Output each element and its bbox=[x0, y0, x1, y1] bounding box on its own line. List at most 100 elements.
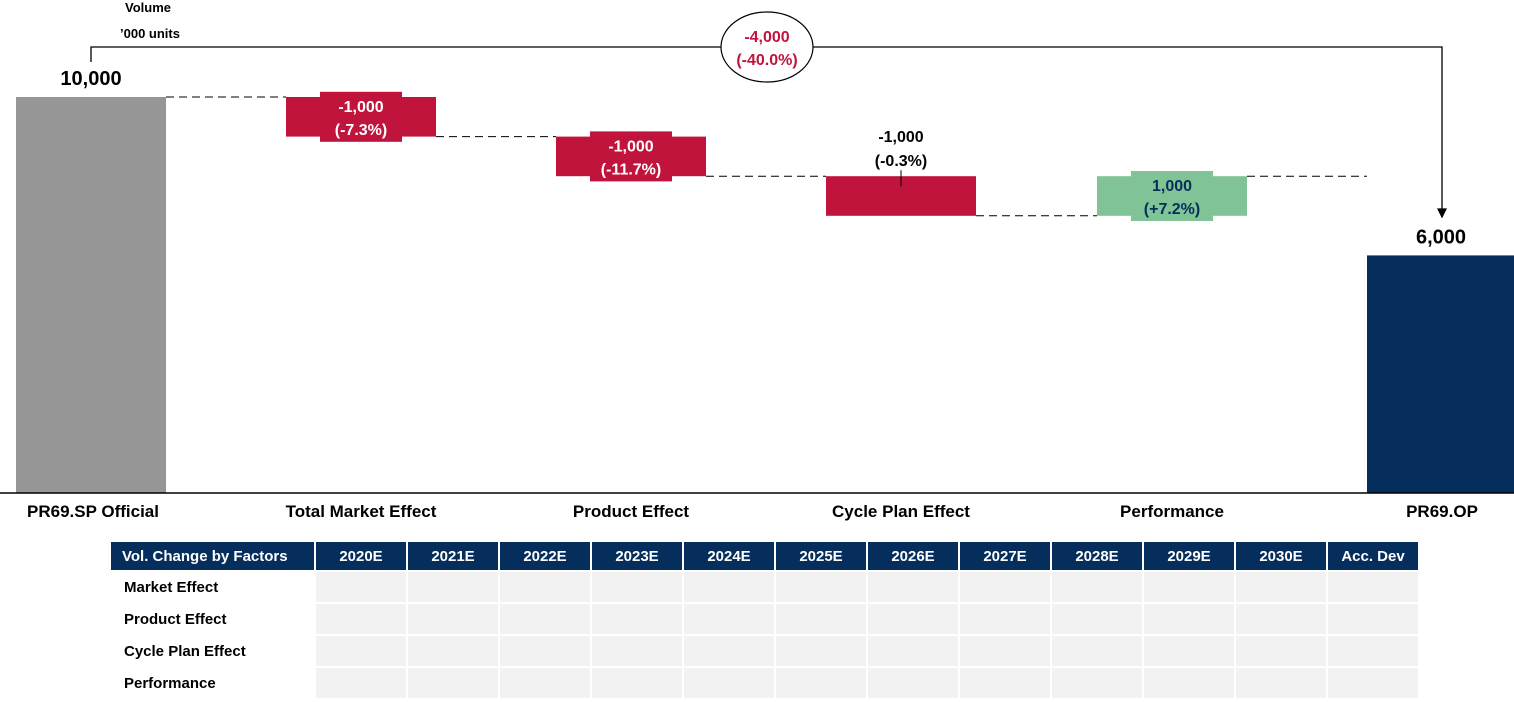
table-cell bbox=[1052, 668, 1142, 698]
table-row: Performance bbox=[111, 668, 1418, 698]
table-cell bbox=[960, 572, 1050, 602]
table-cell bbox=[1144, 668, 1234, 698]
table-cell bbox=[1052, 572, 1142, 602]
table-cell bbox=[316, 604, 406, 634]
table-cell bbox=[592, 572, 682, 602]
waterfall-chart: Volume ’000 units 10,000 -1,000 (-7.3%) -1,… bbox=[0, 0, 1514, 521]
table-header-factor: Vol. Change by Factors bbox=[111, 542, 314, 570]
total-value-label-5: 6,000 bbox=[1416, 226, 1466, 248]
table-header-2025: 2025E bbox=[776, 542, 866, 570]
delta-label-box-1 bbox=[320, 91, 402, 142]
table-cell bbox=[1144, 604, 1234, 634]
table-cell bbox=[684, 604, 774, 634]
table-cell bbox=[868, 604, 958, 634]
bars-group bbox=[16, 97, 1514, 493]
volume-change-table: Vol. Change by Factors 2020E 2021E 2022E… bbox=[109, 540, 1420, 700]
table-cell bbox=[1144, 636, 1234, 666]
labels-group: 10,000 -1,000 (-7.3%) -1,000 (-11.7%) -1,000 (… bbox=[60, 68, 1466, 248]
table-header-2020: 2020E bbox=[316, 542, 406, 570]
table-cell bbox=[408, 572, 498, 602]
table-header-2027: 2027E bbox=[960, 542, 1050, 570]
table-cell bbox=[960, 604, 1050, 634]
table-cell bbox=[1328, 604, 1418, 634]
table-row: Cycle Plan Effect bbox=[111, 636, 1418, 666]
table-cell bbox=[960, 636, 1050, 666]
table-header-2022: 2022E bbox=[500, 542, 590, 570]
table-header-2024: 2024E bbox=[684, 542, 774, 570]
delta-pct-label-1: (-7.3%) bbox=[335, 122, 387, 139]
total-change-value: -4,000 bbox=[744, 29, 789, 46]
total-change-arrow: -4,000 (-40.0%) bbox=[90, 11, 1447, 219]
table-row: Market Effect bbox=[111, 572, 1418, 602]
table-cell bbox=[684, 668, 774, 698]
x-tick-label-2: Product Effect bbox=[573, 502, 690, 521]
table-cell bbox=[1236, 572, 1326, 602]
total-value-label-0: 10,000 bbox=[60, 68, 121, 90]
table-cell bbox=[1144, 572, 1234, 602]
table-header-2028: 2028E bbox=[1052, 542, 1142, 570]
x-tick-labels: PR69.SP Official Total Market Effect Produ… bbox=[27, 502, 1478, 521]
x-tick-label-0: PR69.SP Official bbox=[27, 502, 159, 521]
table-cell bbox=[868, 636, 958, 666]
x-tick-label-1: Total Market Effect bbox=[286, 502, 437, 521]
bar-0 bbox=[16, 97, 166, 493]
table-header-2026: 2026E bbox=[868, 542, 958, 570]
table-header-2023: 2023E bbox=[592, 542, 682, 570]
delta-value-label-2: -1,000 bbox=[608, 138, 653, 155]
table-row-label: Product Effect bbox=[111, 604, 314, 634]
total-change-pct: (-40.0%) bbox=[736, 52, 797, 69]
table-header-acc-dev: Acc. Dev bbox=[1328, 542, 1418, 570]
x-tick-label-3: Cycle Plan Effect bbox=[832, 502, 970, 521]
table-cell bbox=[868, 668, 958, 698]
connector-lines bbox=[166, 96, 1367, 217]
table-cell bbox=[408, 668, 498, 698]
table-cell bbox=[1236, 668, 1326, 698]
table-cell bbox=[316, 636, 406, 666]
table-cell bbox=[500, 668, 590, 698]
table-header-2030: 2030E bbox=[1236, 542, 1326, 570]
table-cell bbox=[408, 636, 498, 666]
table-cell bbox=[1052, 604, 1142, 634]
delta-value-label-3: -1,000 bbox=[878, 129, 923, 146]
table-cell bbox=[500, 572, 590, 602]
table-row: Product Effect bbox=[111, 604, 1418, 634]
table-cell bbox=[684, 636, 774, 666]
table-cell bbox=[1328, 572, 1418, 602]
table-cell bbox=[684, 572, 774, 602]
table-header-row: Vol. Change by Factors 2020E 2021E 2022E… bbox=[111, 542, 1418, 570]
delta-label-box-2 bbox=[590, 131, 672, 182]
delta-pct-label-2: (-11.7%) bbox=[601, 161, 661, 178]
table-cell bbox=[960, 668, 1050, 698]
delta-label-box-4 bbox=[1131, 171, 1213, 221]
delta-pct-label-3: (-0.3%) bbox=[875, 153, 927, 170]
delta-pct-label-4: (+7.2%) bbox=[1144, 201, 1200, 218]
total-change-arrowhead bbox=[1437, 208, 1447, 219]
table-cell bbox=[776, 572, 866, 602]
table-row-label: Performance bbox=[111, 668, 314, 698]
bar-5 bbox=[1367, 255, 1514, 493]
table-cell bbox=[1328, 636, 1418, 666]
y-axis-title: Volume bbox=[125, 0, 171, 15]
table-cell bbox=[592, 604, 682, 634]
table-cell bbox=[316, 572, 406, 602]
table-cell bbox=[868, 572, 958, 602]
table-cell bbox=[776, 668, 866, 698]
x-tick-label-4: Performance bbox=[1120, 502, 1224, 521]
table-cell bbox=[1236, 636, 1326, 666]
table-row-label: Cycle Plan Effect bbox=[111, 636, 314, 666]
table-cell bbox=[1236, 604, 1326, 634]
table-cell bbox=[316, 668, 406, 698]
table-cell bbox=[500, 636, 590, 666]
table-cell bbox=[1328, 668, 1418, 698]
y-axis-unit: ’000 units bbox=[120, 26, 180, 41]
table-cell bbox=[1052, 636, 1142, 666]
table-header-2029: 2029E bbox=[1144, 542, 1234, 570]
table-cell bbox=[776, 604, 866, 634]
x-tick-label-5: PR69.OP bbox=[1406, 502, 1478, 521]
table-header-2021: 2021E bbox=[408, 542, 498, 570]
table-cell bbox=[500, 604, 590, 634]
delta-value-label-4: 1,000 bbox=[1152, 178, 1192, 195]
table-cell bbox=[592, 668, 682, 698]
table-cell bbox=[408, 604, 498, 634]
delta-value-label-1: -1,000 bbox=[338, 99, 383, 116]
